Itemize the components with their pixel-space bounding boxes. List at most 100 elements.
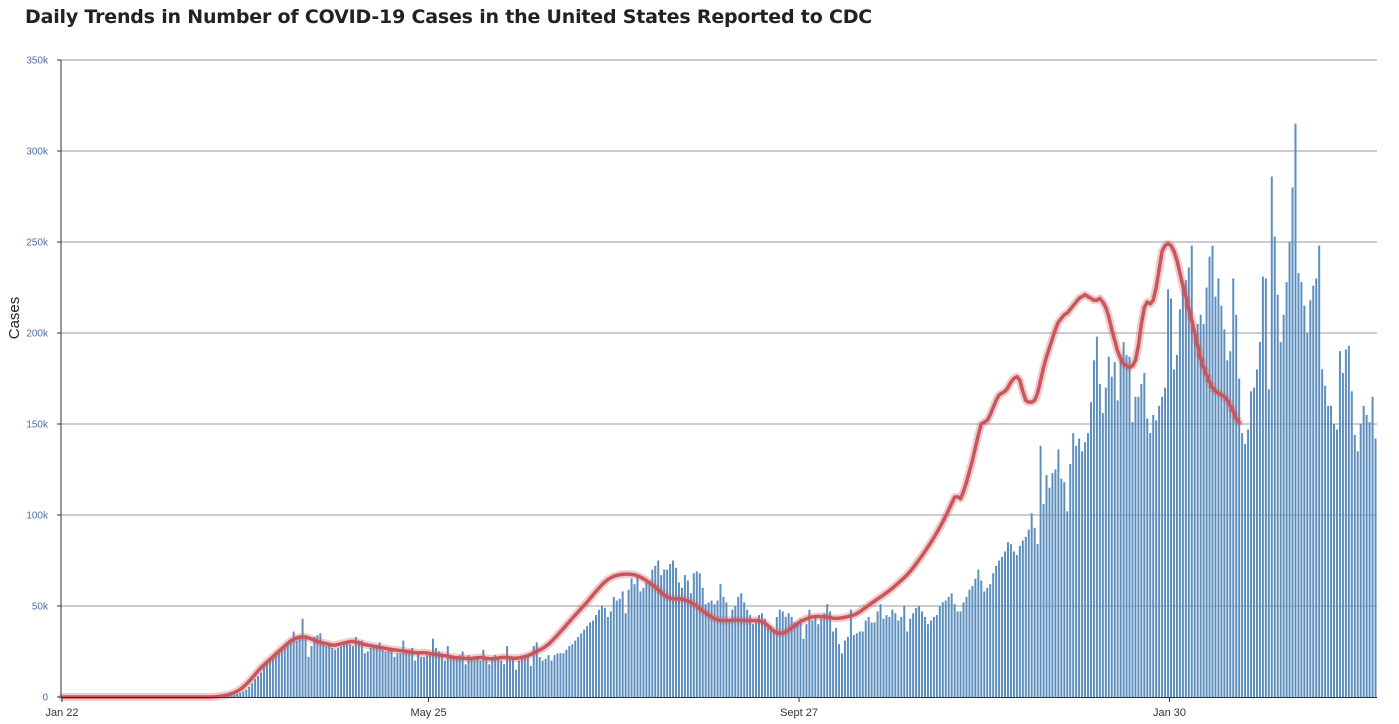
bar	[245, 689, 248, 697]
bar	[986, 587, 989, 697]
bar	[233, 694, 236, 697]
bar	[1309, 300, 1312, 697]
bar	[1089, 402, 1092, 697]
bar	[648, 580, 651, 697]
bar	[1155, 420, 1158, 697]
bar	[1072, 433, 1075, 697]
y-tick-label: 100k	[26, 511, 49, 522]
bar	[1294, 123, 1297, 697]
bar	[1264, 278, 1267, 697]
bar	[485, 656, 488, 697]
bar	[627, 589, 630, 697]
bar	[624, 613, 627, 697]
bar	[820, 618, 823, 697]
bar	[538, 656, 541, 697]
bar	[280, 649, 283, 697]
bar	[929, 620, 932, 697]
bar	[852, 635, 855, 697]
bar	[612, 596, 615, 697]
bar	[423, 656, 426, 697]
bar	[725, 602, 728, 697]
bar	[935, 615, 938, 697]
bar	[683, 575, 686, 697]
bar	[340, 646, 343, 697]
bar	[1241, 433, 1244, 697]
bar	[915, 607, 918, 697]
bar	[1291, 187, 1294, 697]
bar	[950, 593, 953, 697]
bar	[784, 616, 787, 697]
bar	[1261, 276, 1264, 697]
bar	[746, 609, 749, 697]
x-tick-label: May 25	[410, 707, 446, 719]
bar	[334, 649, 337, 697]
bar	[1193, 333, 1196, 697]
bar	[1078, 438, 1081, 697]
bar	[1063, 482, 1066, 697]
bar	[1119, 354, 1122, 697]
bar	[337, 647, 340, 697]
bar	[600, 606, 603, 697]
bar	[556, 653, 559, 697]
bar	[369, 647, 372, 697]
bar	[257, 676, 260, 697]
bar	[266, 662, 268, 697]
bar	[1057, 449, 1060, 697]
bar	[956, 611, 959, 697]
bar	[1069, 464, 1072, 697]
bar	[473, 658, 476, 697]
bar	[1341, 373, 1344, 697]
bar	[740, 593, 743, 697]
bar	[861, 631, 864, 697]
bar	[283, 646, 286, 697]
bar	[366, 651, 369, 697]
bar	[1084, 442, 1087, 697]
bar	[559, 653, 562, 697]
bar	[429, 653, 431, 697]
bar	[1365, 414, 1368, 697]
bar	[909, 618, 912, 697]
bar	[1238, 378, 1241, 697]
bar	[529, 666, 532, 697]
bar	[1359, 424, 1362, 697]
bar	[310, 646, 313, 697]
bar	[962, 602, 965, 697]
bar	[701, 587, 704, 697]
bar	[227, 696, 230, 697]
bar	[399, 653, 402, 697]
gridlines	[61, 59, 1377, 607]
bar	[384, 651, 387, 697]
bar	[707, 602, 710, 697]
bar	[995, 565, 998, 697]
bar	[873, 622, 876, 697]
bar	[1205, 287, 1208, 697]
bar	[645, 582, 648, 697]
bar	[544, 658, 547, 697]
bar	[814, 616, 817, 697]
bar	[669, 564, 672, 697]
bar	[381, 649, 384, 697]
bar	[977, 569, 980, 697]
bar	[1134, 396, 1137, 697]
bar	[882, 618, 885, 697]
bar	[755, 622, 758, 697]
bar	[734, 606, 737, 697]
bar	[719, 584, 722, 697]
bar	[832, 631, 835, 697]
bar	[855, 633, 858, 697]
bar	[678, 582, 680, 697]
bar	[924, 616, 926, 697]
bar	[1226, 360, 1229, 697]
bar	[526, 656, 529, 697]
bar	[849, 609, 852, 697]
bar	[541, 660, 544, 697]
bar	[630, 578, 633, 697]
bar	[680, 587, 683, 697]
bar	[864, 620, 867, 697]
bar	[1113, 362, 1116, 697]
x-tick-label: Jan 22	[45, 707, 78, 719]
x-axis-ticks: Jan 22 May 25 Sept 27 Jan 30	[45, 697, 1186, 719]
bar	[1318, 245, 1321, 697]
bar	[565, 649, 568, 697]
bar	[716, 600, 719, 697]
